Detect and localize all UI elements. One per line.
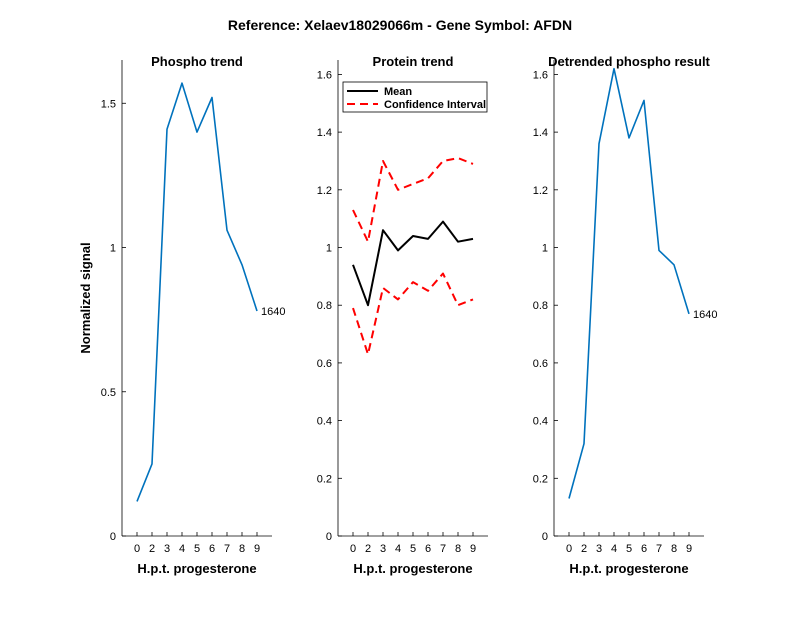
detrended-phospho-result-xtick-label: 7 (656, 543, 662, 555)
phospho-trend-xtick-label: 8 (239, 543, 245, 555)
phospho-trend-panel: Phospho trend H.p.t. progesterone Normal… (78, 54, 285, 576)
detrended-phospho-result-ytick-label: 1.4 (533, 127, 548, 139)
protein-trend-title: Protein trend (373, 54, 454, 69)
phospho-trend-xtick-label: 3 (164, 543, 170, 555)
detrended-phospho-result-ytick-label: 0.2 (533, 473, 548, 485)
protein-trend-xtick-label: 8 (455, 543, 461, 555)
protein-trend-ytick-label: 0.2 (317, 473, 332, 485)
protein-trend-ytick-label: 0.8 (317, 300, 332, 312)
phospho-trend-xtick-label: 7 (224, 543, 230, 555)
detrended-phospho-result-ytick-label: 0 (542, 531, 548, 543)
phospho-trend-xtick-label: 5 (194, 543, 200, 555)
protein-trend-xtick-label: 3 (380, 543, 386, 555)
protein-trend-ytick-label: 1.2 (317, 185, 332, 197)
protein-trend-ytick-label: 1 (326, 243, 332, 255)
protein-trend-panel: Protein trend H.p.t. progesterone Mean C… (317, 54, 488, 576)
protein-trend-xtick-label: 4 (395, 543, 401, 555)
phospho-trend-series-phospho (136, 82, 258, 502)
detrended-phospho-result-xtick-label: 3 (596, 543, 602, 555)
phospho-trend-xlabel: H.p.t. progesterone (137, 561, 256, 576)
protein-trend-xlabel: H.p.t. progesterone (353, 561, 472, 576)
protein-trend-ytick-label: 0.6 (317, 358, 332, 370)
phospho-trend-xtick-label: 4 (179, 543, 185, 555)
detrended-phospho-result-xtick-label: 9 (686, 543, 692, 555)
detrended-phospho-result-xtick-label: 5 (626, 543, 632, 555)
protein-trend-xtick-label: 6 (425, 543, 431, 555)
protein-trend-xtick-label: 7 (440, 543, 446, 555)
protein-trend-xtick-label: 0 (350, 543, 356, 555)
phospho-trend-xtick-label: 6 (209, 543, 215, 555)
detrended-phospho-result-xtick-label: 2 (581, 543, 587, 555)
detrended-phospho-result-series-detrended (568, 67, 690, 499)
detrended-phospho-result-ytick-label: 1 (542, 243, 548, 255)
detrended-phospho-xlabel: H.p.t. progesterone (569, 561, 688, 576)
phospho-trend-ytick-label: 1 (110, 243, 116, 255)
legend-ci-label: Confidence Interval (384, 99, 486, 111)
detrended-phospho-result-ytick-label: 0.8 (533, 300, 548, 312)
phospho-trend-ytick-label: 0 (110, 531, 116, 543)
protein-trend-series-mean (352, 220, 474, 307)
detrended-phospho-result-xtick-label: 6 (641, 543, 647, 555)
detrended-phospho-result-ytick-label: 0.6 (533, 358, 548, 370)
protein-trend-series-confidence-interval-lower (352, 272, 474, 356)
phospho-trend-ytick-label: 0.5 (101, 387, 116, 399)
protein-trend-ytick-label: 0 (326, 531, 332, 543)
detrended-phospho-result-xtick-label: 0 (566, 543, 572, 555)
detrended-phospho-result-annotation: 1640 (693, 309, 717, 321)
legend: Mean Confidence Interval (342, 81, 488, 113)
detrended-phospho-panel: Detrended phospho result H.p.t. progeste… (533, 54, 718, 576)
protein-trend-xtick-label: 2 (365, 543, 371, 555)
detrended-phospho-result-xtick-label: 8 (671, 543, 677, 555)
detrended-phospho-result-ytick-label: 0.4 (533, 416, 548, 428)
phospho-trend-ytick-label: 1.5 (101, 98, 116, 110)
protein-trend-ytick-label: 1.6 (317, 69, 332, 81)
legend-box (342, 81, 488, 113)
detrended-phospho-result-xtick-label: 4 (611, 543, 617, 555)
protein-trend-series-confidence-interval (352, 157, 474, 243)
protein-trend-xtick-label: 9 (470, 543, 476, 555)
detrended-phospho-title: Detrended phospho result (548, 54, 710, 69)
phospho-trend-xtick-label: 9 (254, 543, 260, 555)
legend-mean-label: Mean (384, 86, 412, 98)
phospho-trend-annotation: 1640 (261, 306, 285, 318)
phospho-trend-title: Phospho trend (151, 54, 243, 69)
phospho-trend-ylabel: Normalized signal (78, 242, 93, 353)
detrended-phospho-result-ytick-label: 1.6 (533, 69, 548, 81)
phospho-trend-xtick-label: 2 (149, 543, 155, 555)
protein-trend-ytick-label: 0.4 (317, 416, 332, 428)
protein-trend-ytick-label: 1.4 (317, 127, 332, 139)
detrended-phospho-result-ytick-label: 1.2 (533, 185, 548, 197)
phospho-trend-xtick-label: 0 (134, 543, 140, 555)
protein-trend-xtick-label: 5 (410, 543, 416, 555)
figure-title: Reference: Xelaev18029066m - Gene Symbol… (228, 17, 572, 33)
